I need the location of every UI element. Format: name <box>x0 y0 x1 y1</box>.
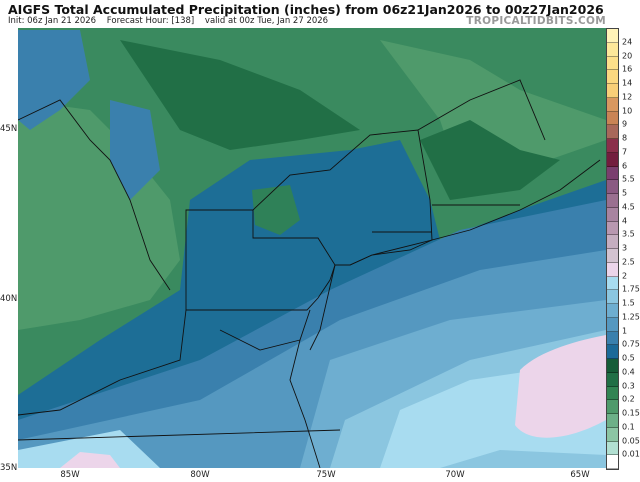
colorbar-label: 0.05 <box>622 436 640 445</box>
colorbar-label: 1.5 <box>622 298 635 308</box>
colorbar-label: 20 <box>622 51 633 60</box>
colorbar-label: 4 <box>622 216 628 225</box>
colorbar-segment <box>607 427 618 442</box>
colorbar-segment <box>607 166 618 181</box>
colorbar-label: 12 <box>622 92 633 102</box>
colorbar-label: 0.75 <box>622 339 640 349</box>
colorbar-segment <box>607 180 618 194</box>
precip-green-patch <box>252 185 300 235</box>
colorbar-label: 24 <box>622 37 633 47</box>
southern-state-borders <box>18 309 341 441</box>
coastline <box>18 99 601 468</box>
precip-dark-green <box>120 40 560 200</box>
colorbar-segment <box>607 345 618 359</box>
colorbar-label: 1.75 <box>622 284 640 294</box>
new-england-borders <box>372 79 546 233</box>
colorbar-label: 0.5 <box>622 353 635 363</box>
colorbar-segment <box>607 125 618 139</box>
colorbar-label: 3.5 <box>622 229 635 239</box>
colorbar-label: 10 <box>622 106 633 115</box>
colorbar-label: 9 <box>622 119 628 129</box>
lat-label-40n: 40N <box>0 294 18 304</box>
colorbar <box>606 28 619 470</box>
colorbar-segment <box>607 414 618 428</box>
colorbar-label: 3 <box>622 243 628 253</box>
colorbar-segment <box>607 290 618 304</box>
colorbar-label: 14 <box>622 78 633 88</box>
colorbar-segment <box>607 207 618 222</box>
colorbar-label: 0.01 <box>622 449 640 459</box>
colorbar-label: 1 <box>622 326 628 335</box>
colorbar-segment <box>607 235 618 249</box>
colorbar-segment <box>607 249 618 263</box>
colorbar-segment <box>607 304 618 318</box>
colorbar-label: 16 <box>622 64 633 74</box>
precip-light-green <box>18 40 606 330</box>
lon-label-65w: 65W <box>570 470 590 480</box>
colorbar-label: 0.2 <box>622 394 635 404</box>
colorbar-label: 6 <box>622 161 628 170</box>
colorbar-segment <box>607 331 618 346</box>
colorbar-label: 1.25 <box>622 312 640 322</box>
colorbar-segment <box>607 70 618 84</box>
site-brand: TROPICALTIDBITS.COM <box>466 15 606 27</box>
lat-label-45n: 45N <box>0 124 18 134</box>
colorbar-segment <box>607 455 618 469</box>
colorbar-segment <box>607 262 618 277</box>
init-time: Init: 06z Jan 21 2026 <box>8 16 97 26</box>
political-borders <box>18 79 601 468</box>
colorbar-segment <box>607 359 618 373</box>
colorbar-segment <box>607 194 618 208</box>
precipitation-map <box>18 28 606 468</box>
colorbar-label: 2.5 <box>622 257 635 267</box>
colorbar-label: 2 <box>622 271 628 280</box>
colorbar-label: 0.1 <box>622 422 635 432</box>
colorbar-segment <box>607 42 618 57</box>
colorbar-segment <box>607 152 618 167</box>
lon-label-80w: 80W <box>190 470 210 480</box>
map-title: AIGFS Total Accumulated Precipitation (i… <box>8 2 604 17</box>
pennsylvania-border <box>185 209 336 311</box>
colorbar-segment <box>607 276 618 291</box>
colorbar-label: 5.5 <box>622 174 635 184</box>
colorbar-segment <box>607 441 618 456</box>
colorbar-segment <box>607 386 618 401</box>
colorbar-segment <box>607 400 618 414</box>
colorbar-segment <box>607 29 618 43</box>
lat-label-35n: 35N <box>0 463 18 473</box>
colorbar-segment <box>607 84 618 98</box>
valid-time: valid at 00z Tue, Jan 27 2026 <box>204 16 329 26</box>
colorbar-segment <box>607 221 618 236</box>
lon-label-70w: 70W <box>445 470 465 480</box>
colorbar-segment <box>607 139 618 153</box>
map-subtitle: Init: 06z Jan 21 2026 Forecast Hour: [13… <box>8 16 336 26</box>
colorbar-segment <box>607 111 618 126</box>
colorbar-segment <box>607 317 618 332</box>
colorbar-label: 0.4 <box>622 367 635 377</box>
precip-2 <box>18 360 606 468</box>
lon-label-85w: 85W <box>60 470 80 480</box>
precip-lake-blue <box>18 30 160 200</box>
forecast-hour: Forecast Hour: [138] <box>106 16 195 26</box>
colorbar-segment <box>607 97 618 112</box>
colorbar-label: 8 <box>622 133 628 143</box>
colorbar-label: 0.3 <box>622 381 635 390</box>
colorbar-segment <box>607 56 618 71</box>
colorbar-label: 4.5 <box>622 202 635 212</box>
colorbar-segment <box>607 372 618 387</box>
lon-label-75w: 75W <box>316 470 336 480</box>
colorbar-label: 7 <box>622 147 628 157</box>
colorbar-label: 0.15 <box>622 408 640 418</box>
colorbar-label: 5 <box>622 188 628 198</box>
